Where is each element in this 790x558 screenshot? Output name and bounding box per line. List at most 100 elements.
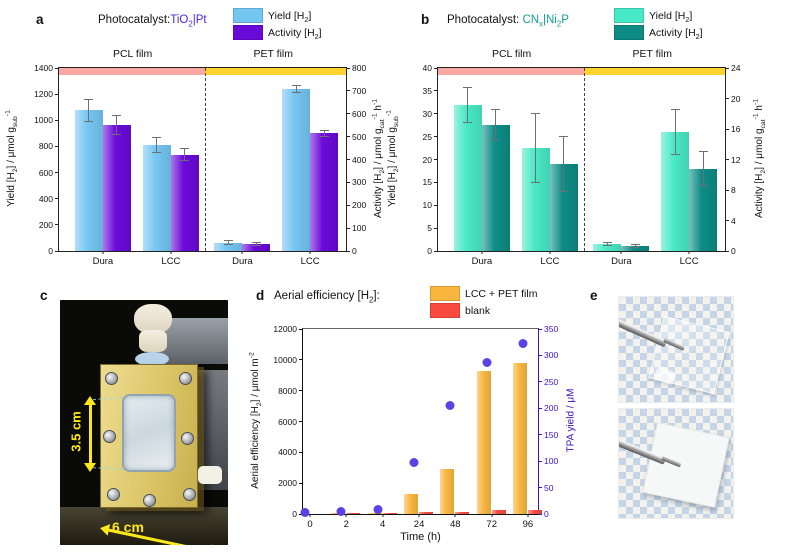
- height-arrow: [89, 404, 92, 464]
- axis-tick-mark: [346, 113, 350, 115]
- axis-tick-label: 2000: [278, 478, 297, 489]
- error-bar-cap: [531, 181, 541, 183]
- axis-tick-label: 35: [422, 85, 432, 96]
- axis-tick-label: 40: [422, 63, 432, 73]
- panel-a-catalyst: TiO2|Pt: [170, 14, 207, 29]
- axis-tick-mark: [55, 67, 59, 69]
- legend-item: Activity [H2]: [233, 25, 322, 40]
- x-tick-label: 4: [380, 519, 386, 530]
- pet-film-label: PET film: [632, 48, 672, 60]
- panel-b-title: Photocatalyst: CNx|Ni2P: [447, 14, 569, 29]
- axis-tick-mark: [55, 250, 59, 252]
- x-tick-mark: [170, 251, 172, 254]
- x-tick-label: 2: [343, 519, 349, 530]
- tpa-data-point: [482, 357, 492, 367]
- error-bar-cap: [319, 129, 329, 131]
- axis-tick-label: 4000: [278, 447, 297, 458]
- axis-tick-label: 6000: [278, 416, 297, 427]
- axis-tick-mark: [434, 204, 438, 206]
- error-bar-cap: [491, 139, 501, 141]
- axis-tick-mark: [346, 250, 350, 252]
- pet-film-transparent: [648, 315, 730, 395]
- legend-item: Yield [H2]: [233, 8, 322, 23]
- x-tick-mark: [241, 251, 243, 254]
- axis-tick-label: 0: [292, 509, 297, 519]
- error-bar-cap: [319, 135, 329, 137]
- tpa-data-point: [445, 401, 455, 411]
- axis-tick-mark: [725, 250, 729, 252]
- panel-b-catalyst: CNx|Ni2P: [522, 14, 569, 29]
- axis-tick-label: 100: [544, 456, 559, 467]
- error-bar-cap: [602, 241, 612, 243]
- axis-tick-label: 10000: [273, 354, 297, 365]
- bar-yield: [74, 110, 103, 251]
- bar-lcc-pet: [476, 371, 491, 514]
- x-tick-mark: [481, 251, 483, 254]
- axis-tick-label: 10: [422, 200, 432, 211]
- axis-tick-mark: [725, 159, 729, 160]
- axis-tick-label: 250: [544, 376, 559, 387]
- arrow-down-icon: [84, 463, 96, 472]
- axis-tick-mark: [434, 250, 438, 252]
- x-category-label: LCC: [540, 256, 560, 267]
- bar-blank: [527, 509, 542, 515]
- axis-tick-mark: [346, 227, 350, 229]
- bar-lcc-pet: [367, 513, 382, 514]
- section-band-pcl: [59, 68, 206, 75]
- axis-tick-mark: [346, 181, 350, 183]
- x-category-label: LCC: [161, 256, 181, 267]
- bar-activity: [170, 154, 199, 252]
- axis-tick-mark: [55, 119, 59, 121]
- error-bar: [184, 148, 186, 161]
- error-bar-cap: [698, 151, 708, 153]
- axis-tick-label: 350: [544, 324, 559, 334]
- panel-e-label: e: [590, 288, 598, 303]
- yield-swatch: [233, 8, 263, 23]
- bar-blank: [455, 511, 470, 515]
- error-bar: [634, 244, 636, 248]
- axis-tick-mark: [725, 67, 729, 69]
- error-bar: [535, 113, 537, 183]
- x-tick-mark: [688, 251, 690, 254]
- bar-lcc-pet: [512, 362, 527, 515]
- axis-tick-label: 500: [352, 131, 367, 142]
- error-bar-cap: [559, 191, 569, 193]
- axis-tick-mark: [299, 359, 303, 361]
- panel-c-label: c: [40, 288, 48, 303]
- error-bar: [323, 130, 325, 137]
- section-band-pet: [205, 68, 346, 75]
- axis-tick-label: 15: [422, 177, 432, 188]
- panel-a-legend: Yield [H2] Activity [H2]: [233, 8, 322, 40]
- yield-swatch: [614, 8, 644, 23]
- lcc-pet-swatch: [430, 286, 460, 301]
- bar-lcc-pet: [440, 468, 455, 515]
- reactor-window: [122, 394, 176, 472]
- pcl-film-label: PCL film: [491, 48, 532, 60]
- axis-tick-mark: [434, 67, 438, 69]
- axis-tick-label: 25: [422, 131, 432, 142]
- panel-d-title: Aerial efficiency [H2]:: [274, 290, 380, 305]
- axis-tick-mark: [538, 328, 542, 330]
- screw-icon: [107, 488, 120, 501]
- error-bar: [674, 109, 676, 155]
- error-bar-cap: [112, 134, 122, 136]
- axis-tick-mark: [538, 460, 542, 462]
- arrow-up-icon: [84, 396, 96, 405]
- error-bar-cap: [180, 160, 190, 162]
- error-bar: [116, 115, 118, 135]
- axis-tick-mark: [55, 93, 59, 95]
- height-measurement: 3.5 cm: [68, 411, 84, 452]
- axis-tick-label: 0: [352, 246, 357, 256]
- error-bar: [156, 137, 158, 153]
- bar-activity: [102, 124, 131, 252]
- axis-tick-label: 1000: [34, 115, 53, 126]
- axis-tick-label: 800: [352, 63, 367, 73]
- bar-yield: [214, 242, 243, 252]
- error-bar-cap: [251, 245, 261, 247]
- error-bar-cap: [152, 136, 162, 138]
- axis-tick-label: 0: [544, 509, 549, 519]
- error-bar-cap: [630, 243, 640, 245]
- legend-item: LCC + PET film: [430, 286, 537, 301]
- photoreactor-photo: 3.5 cm 6 cm: [60, 300, 228, 545]
- error-bar-cap: [291, 85, 301, 87]
